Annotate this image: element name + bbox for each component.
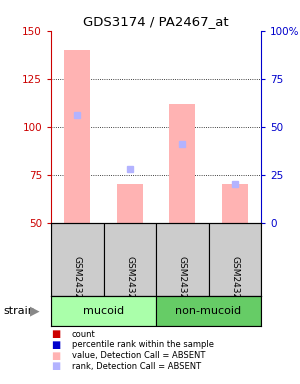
Text: GSM243223: GSM243223 — [178, 256, 187, 310]
Text: GSM243222: GSM243222 — [125, 256, 134, 310]
Text: rank, Detection Call = ABSENT: rank, Detection Call = ABSENT — [72, 362, 201, 371]
Bar — [51, 223, 104, 296]
Bar — [103, 223, 156, 296]
Text: strain: strain — [3, 306, 35, 316]
Text: GSM243221: GSM243221 — [73, 256, 82, 310]
Bar — [169, 104, 195, 223]
Bar — [156, 223, 208, 296]
Bar — [117, 184, 143, 223]
Text: count: count — [72, 329, 96, 339]
Text: ■: ■ — [51, 361, 60, 371]
Text: ■: ■ — [51, 351, 60, 361]
Bar — [156, 296, 261, 326]
Bar — [64, 50, 90, 223]
Text: mucoid: mucoid — [83, 306, 124, 316]
Text: ■: ■ — [51, 329, 60, 339]
Bar — [51, 296, 156, 326]
Bar — [222, 184, 248, 223]
Bar — [208, 223, 261, 296]
Text: ■: ■ — [51, 340, 60, 350]
Title: GDS3174 / PA2467_at: GDS3174 / PA2467_at — [83, 15, 229, 28]
Text: non-mucoid: non-mucoid — [176, 306, 242, 316]
Text: ▶: ▶ — [30, 305, 40, 318]
Text: GSM243224: GSM243224 — [230, 256, 239, 310]
Text: percentile rank within the sample: percentile rank within the sample — [72, 340, 214, 349]
Text: value, Detection Call = ABSENT: value, Detection Call = ABSENT — [72, 351, 206, 360]
